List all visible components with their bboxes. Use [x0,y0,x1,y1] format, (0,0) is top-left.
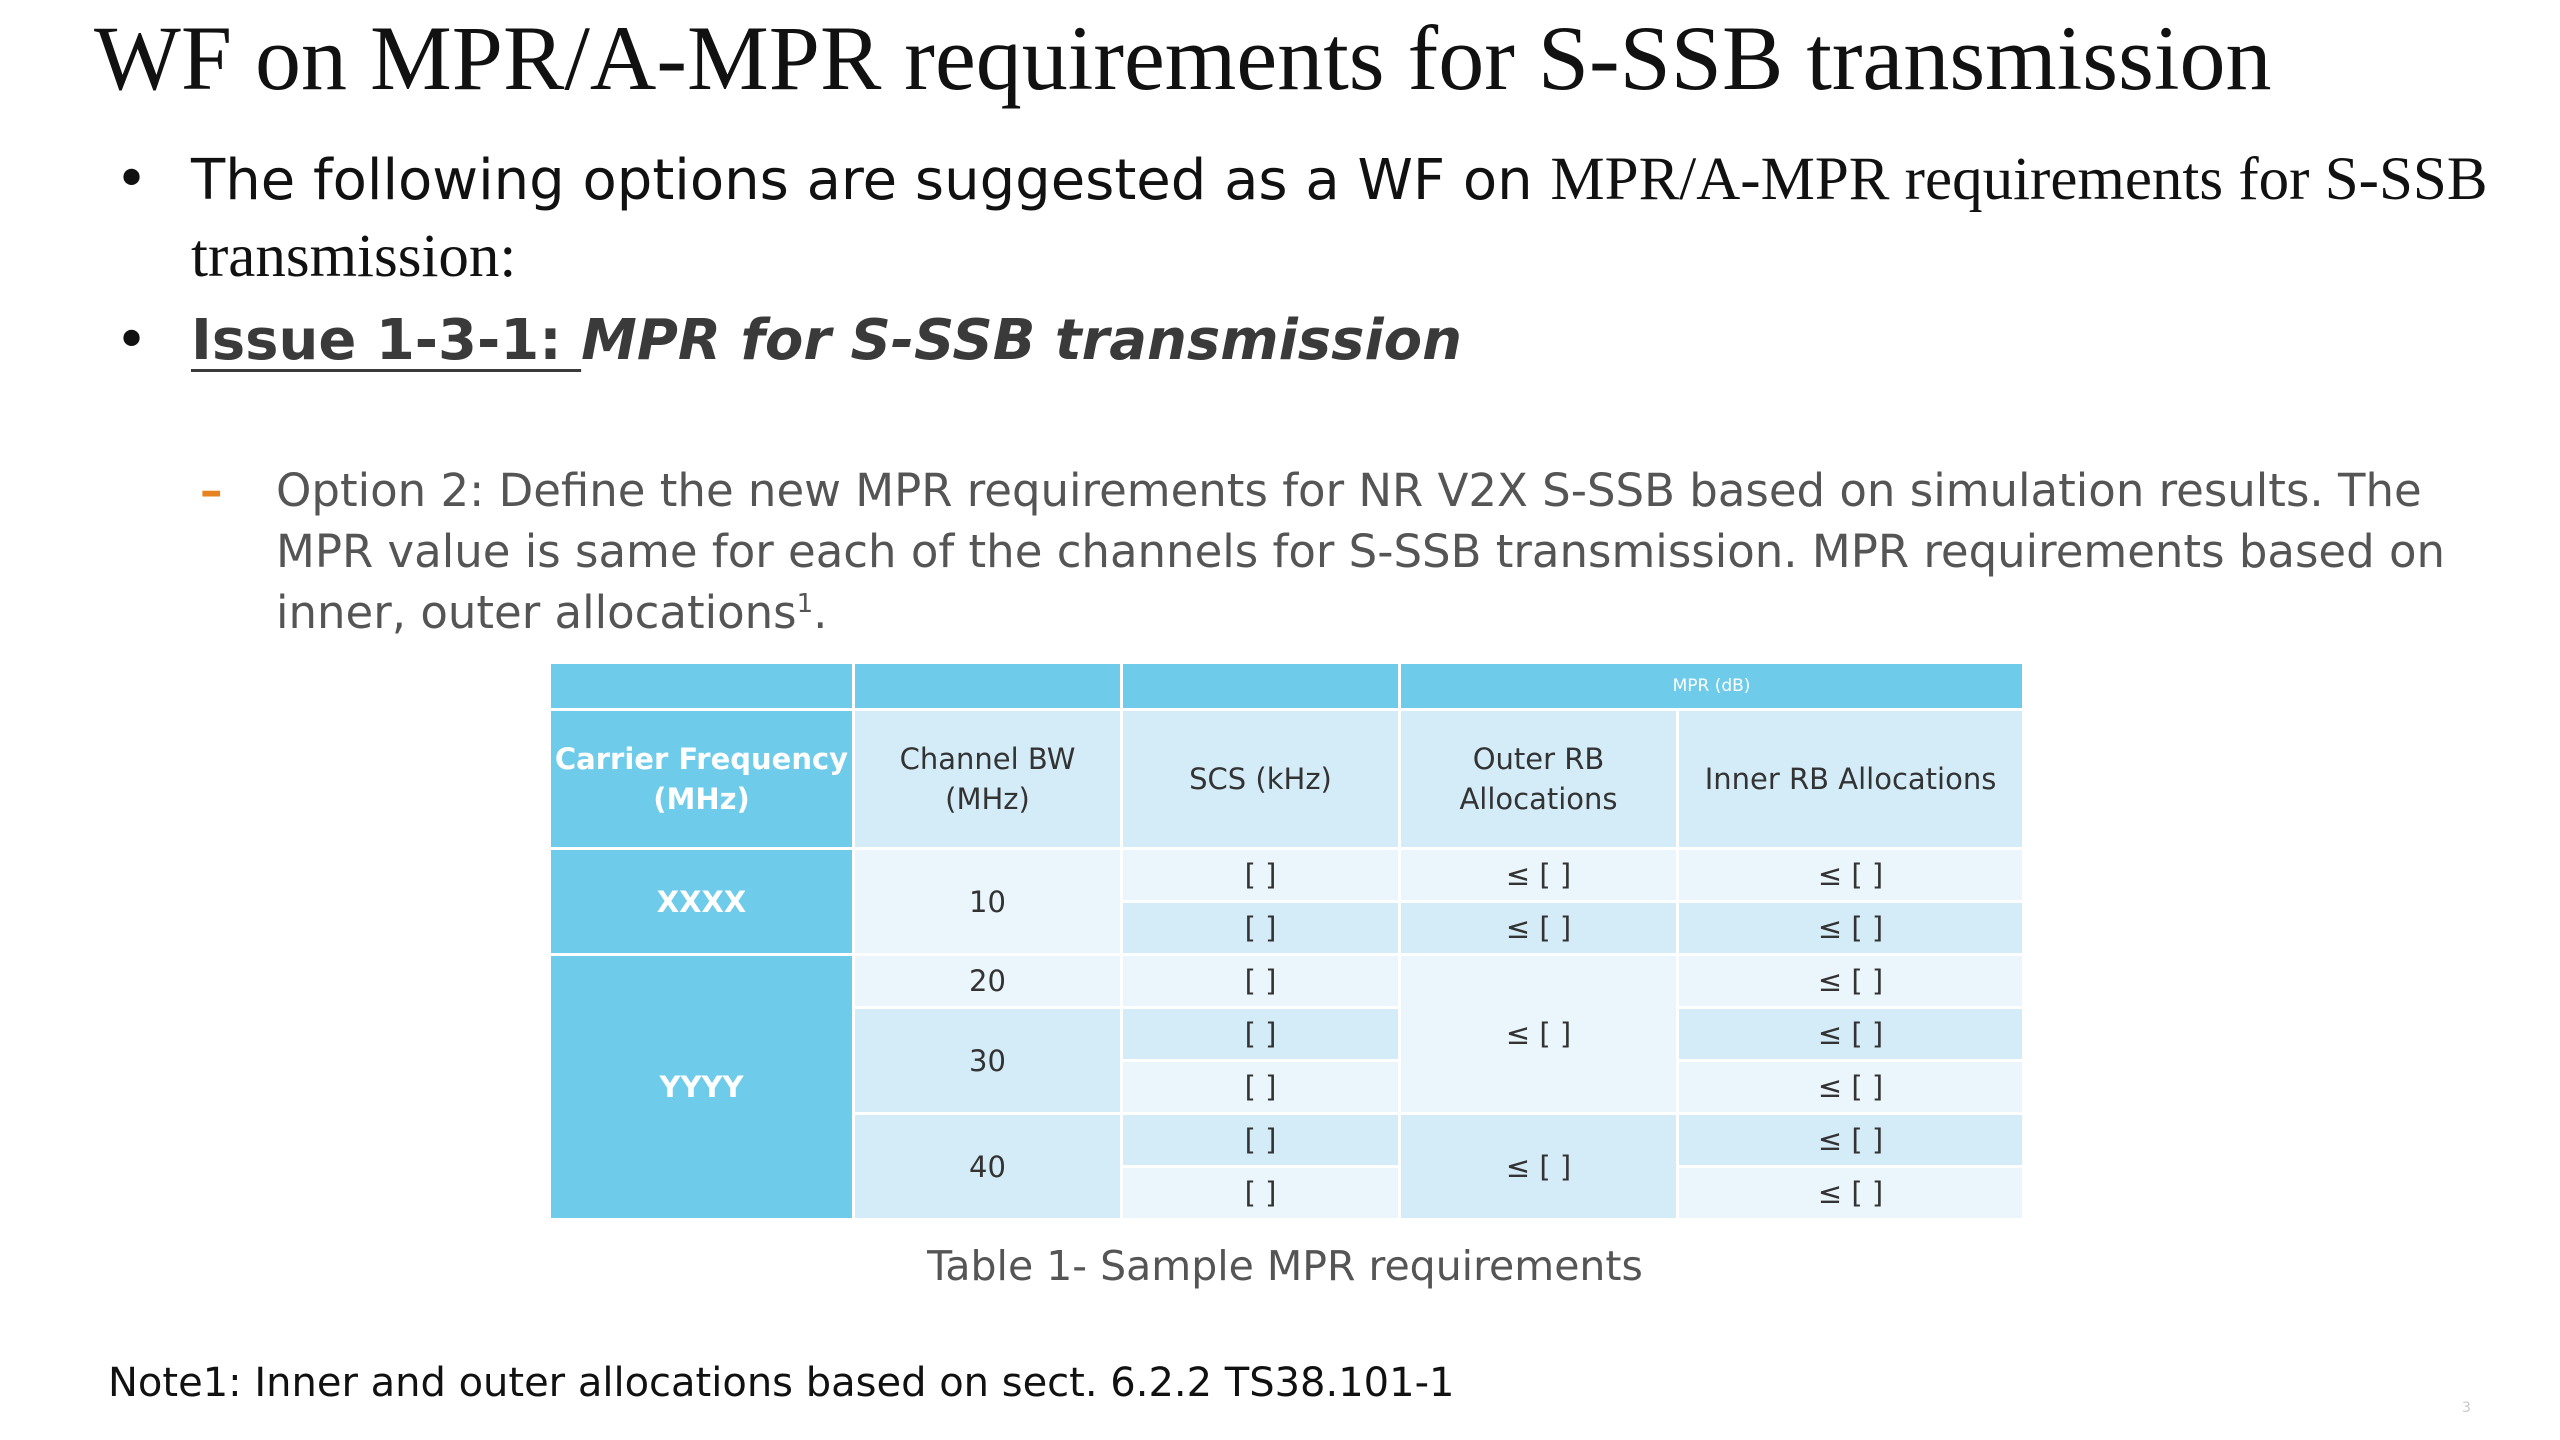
table-header-row: Carrier Frequency (MHz) Channel BW (MHz) S… [548,708,2026,850]
freq-group-cell: YYYY [548,953,855,1221]
scs-cell: [ ] [1120,1059,1401,1115]
inner-cell: ≤ [ ] [1675,1059,2026,1115]
header-inner-rb: Inner RB Allocations [1675,708,2026,850]
table-header-cell [1120,661,1401,711]
header-text: Carrier Frequency [554,742,849,776]
footnote-marker: 1 [796,589,814,619]
table-row: [ ] ≤ [ ] [550,1059,2026,1115]
scs-cell: [ ] [1120,900,1401,956]
scs-cell: [ ] [1120,1006,1401,1062]
outer-cell: ≤ [ ] [1398,847,1679,903]
header-text: Channel BW [899,742,1076,776]
header-channel-bw: Channel BW (MHz) [852,708,1123,850]
scs-cell: [ ] [1120,1165,1401,1221]
bandwidth-cell: 10 [852,847,1123,956]
issue-label: Issue 1-3-1: [191,308,582,373]
bullet-issue-text: Issue 1-3-1: MPR for S-SSB transmission [191,303,1462,379]
scs-cell: [ ] [1120,847,1401,903]
inner-cell: ≤ [ ] [1675,1165,2026,1221]
header-outer-rb: Outer RB Allocations [1398,708,1679,850]
table-row: 40 [ ] ≤ [ ] ≤ [ ] [550,1112,2026,1221]
scs-cell: [ ] [1120,1112,1401,1168]
inner-cell: ≤ [ ] [1675,953,2026,1009]
header-carrier-frequency: Carrier Frequency (MHz) [548,708,855,850]
inner-cell: ≤ [ ] [1675,900,2026,956]
freq-group-cell: XXXX [548,847,855,956]
table-group-header-row: MPR (dB) [548,661,2026,711]
inner-cell: ≤ [ ] [1675,847,2026,903]
table-row: XXXX 10 [ ] ≤ [ ] ≤ [ ] [548,847,2026,956]
bullet-intro-sans: The following options are suggested as a… [191,148,1551,213]
dash-bullet-icon: – [200,464,223,517]
header-text: (MHz) [653,782,750,816]
option-body: Option 2: Define the new MPR requirement… [276,464,2446,639]
bullet-intro-serif: MPR/A-MPR requirements for S-SSB transmi… [191,146,2488,290]
scs-cell: [ ] [1120,953,1401,1009]
mpr-group-header: MPR (dB) [1397,661,2026,711]
header-text: (MHz) [945,782,1030,816]
bandwidth-cell: 20 [852,953,1123,1009]
inner-cell: ≤ [ ] [1675,1112,2026,1168]
issue-title: MPR for S-SSB transmission [581,308,1463,373]
outer-cell: ≤ [ ] [1398,953,1679,1115]
table-header-cell [852,661,1123,711]
table-caption: Table 1- Sample MPR requirements [927,1242,1643,1290]
page-number: 3 [2462,1400,2471,1416]
bandwidth-cell: 40 [852,1112,1123,1221]
mpr-table: MPR (dB) Carrier Frequency (MHz) Channel … [548,661,2026,1221]
outer-cell: ≤ [ ] [1398,900,1679,956]
bullet-intro-text: The following options are suggested as a… [191,142,2511,296]
header-text: Allocations [1459,782,1618,816]
slide-title: WF on MPR/A-MPR requirements for S-SSB t… [94,7,2272,109]
header-text: Outer RB [1472,742,1605,776]
outer-cell: ≤ [ ] [1398,1112,1679,1221]
bullet-dot-icon: • [115,147,149,212]
bullet-dot-icon: • [115,308,149,373]
bandwidth-cell: 30 [852,1006,1123,1115]
table-row: YYYY 20 [ ] ≤ [ ] ≤ [ ] [548,953,2026,1221]
option-text: Option 2: Define the new MPR requirement… [276,460,2476,643]
footnote: Note1: Inner and outer allocations based… [108,1360,1455,1406]
option-period: . [813,586,828,639]
table-row: 30 [ ] ≤ [ ] [550,1006,2026,1115]
table-row: [ ] ≤ [ ] [550,1165,2026,1221]
header-scs: SCS (kHz) [1120,708,1401,850]
table-row: [ ] ≤ [ ] ≤ [ ] [550,900,2026,956]
inner-cell: ≤ [ ] [1675,1006,2026,1062]
table-header-cell [548,661,855,711]
